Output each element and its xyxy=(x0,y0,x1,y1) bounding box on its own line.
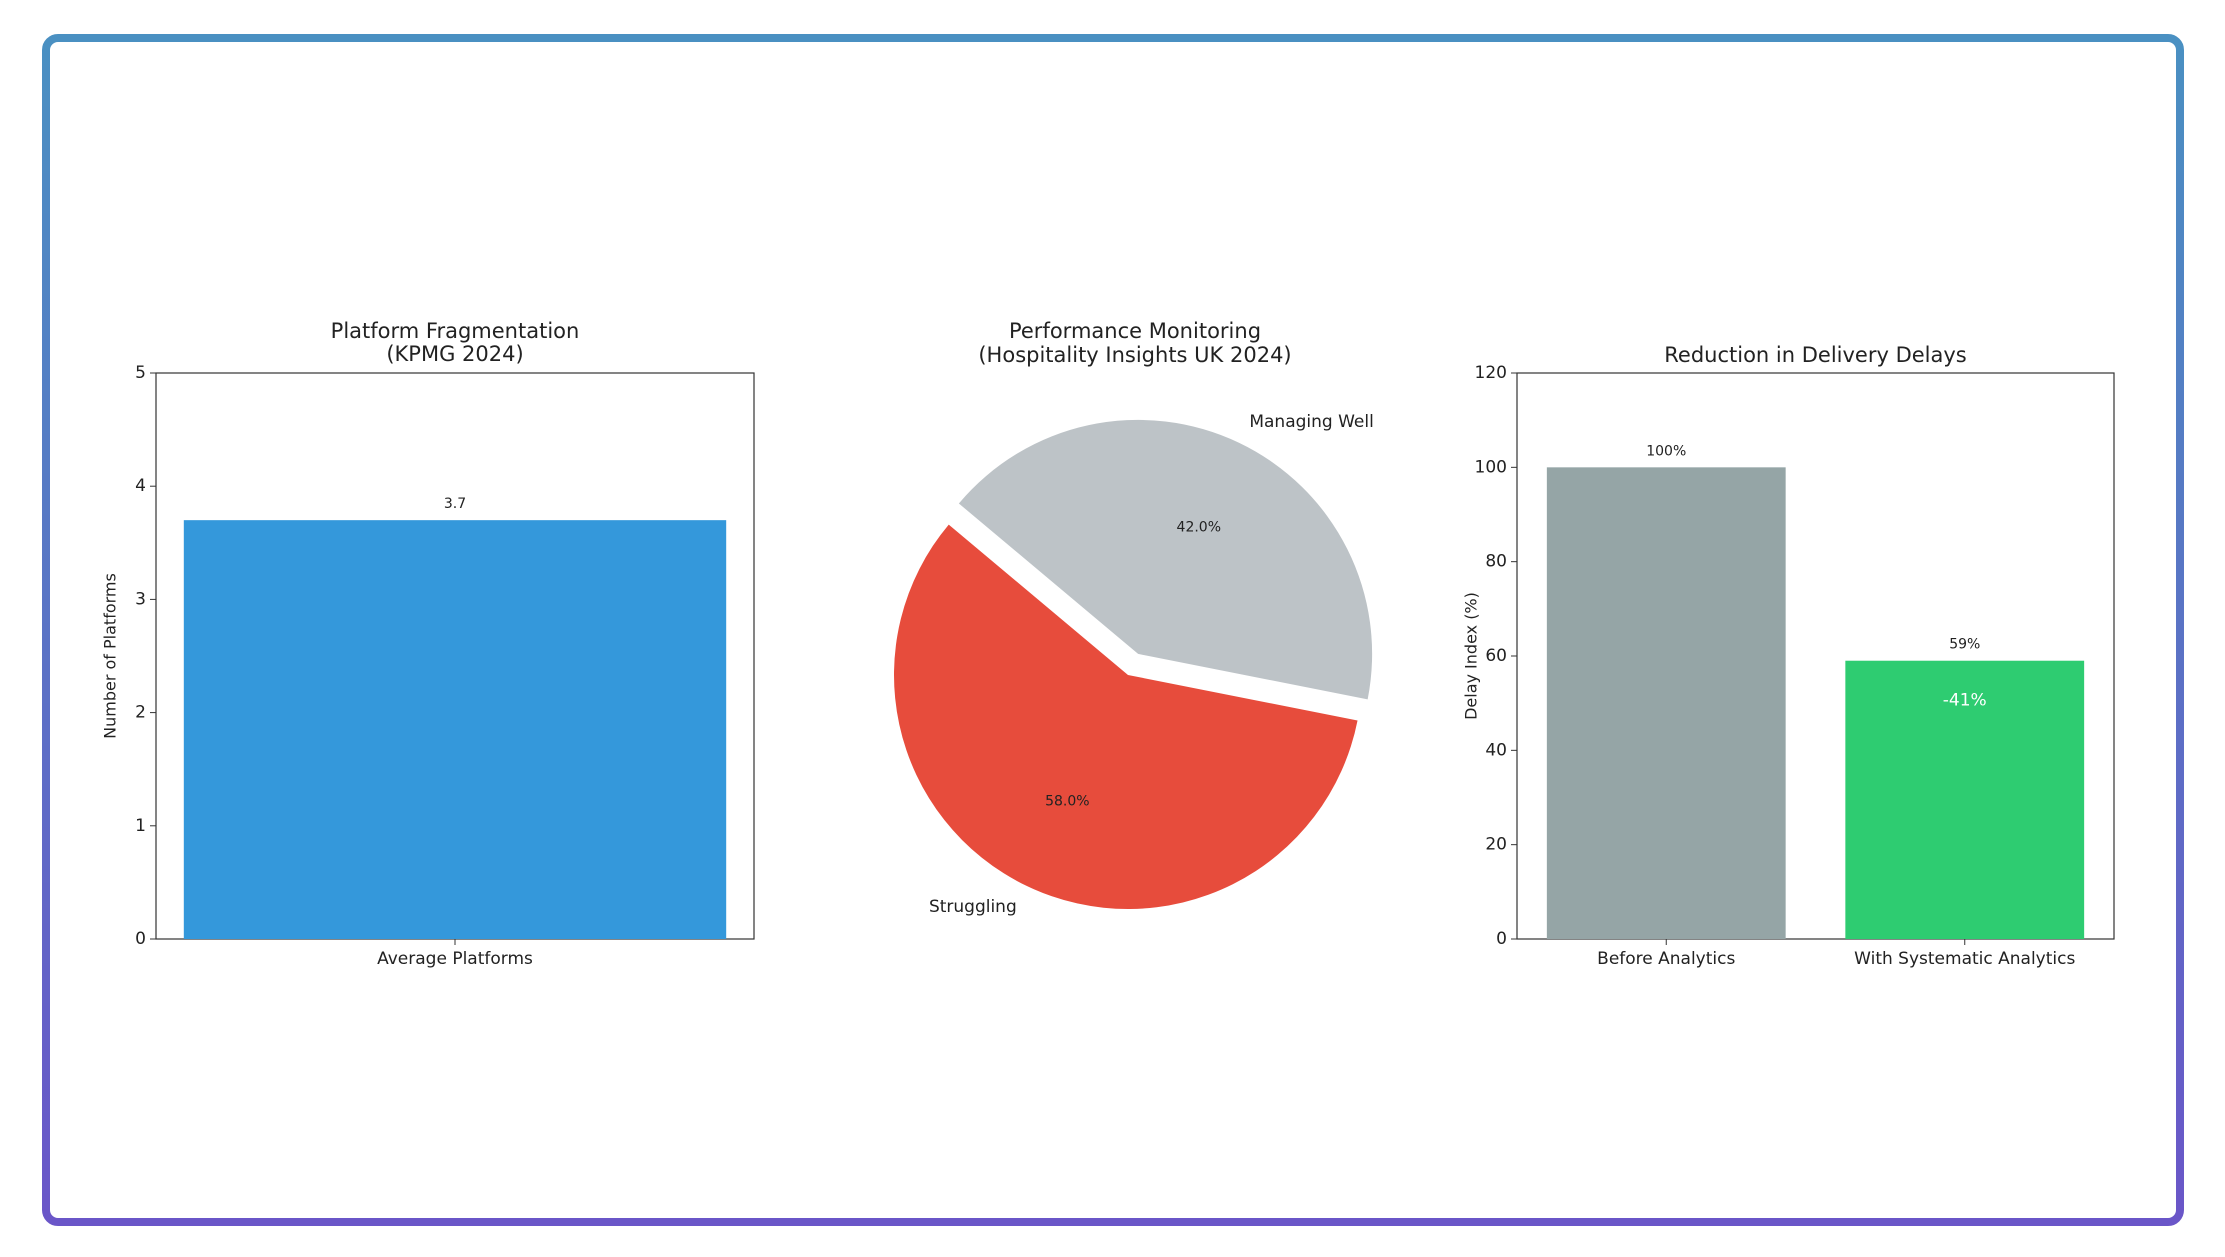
x-tick-label: With Systematic Analytics xyxy=(1854,949,2075,969)
chart-subtitle: (Hospitality Insights UK 2024) xyxy=(978,343,1291,367)
y-tick-label: 0 xyxy=(1496,929,1507,949)
y-tick-label: 3 xyxy=(135,589,146,609)
pie-slice xyxy=(893,524,1358,910)
chart-subtitle: (KPMG 2024) xyxy=(386,342,523,366)
x-tick-label: Before Analytics xyxy=(1597,949,1735,969)
y-tick-label: 2 xyxy=(135,703,146,723)
value-label: 100% xyxy=(1646,443,1686,459)
y-tick-label: 80 xyxy=(1485,552,1507,572)
annotation: -41% xyxy=(1943,691,1987,711)
bar xyxy=(1845,660,2085,939)
y-axis-label: Delay Index (%) xyxy=(1462,592,1481,720)
y-tick-label: 4 xyxy=(135,476,146,496)
chart-title: Reduction in Delivery Delays xyxy=(1664,343,1966,367)
pie-value-label: 58.0% xyxy=(1045,794,1089,810)
x-tick-label: Average Platforms xyxy=(377,949,533,969)
y-tick-label: 5 xyxy=(135,363,146,383)
pie-value-label: 42.0% xyxy=(1177,519,1221,535)
chart-title: Performance Monitoring xyxy=(1009,319,1261,343)
y-tick-label: 60 xyxy=(1485,646,1507,666)
y-tick-label: 120 xyxy=(1475,363,1507,383)
y-tick-label: 100 xyxy=(1475,457,1507,477)
bar xyxy=(1546,467,1786,939)
y-tick-label: 1 xyxy=(135,816,146,836)
y-tick-label: 0 xyxy=(135,929,146,949)
pie-label: Struggling xyxy=(929,897,1017,917)
y-tick-label: 40 xyxy=(1485,740,1507,760)
value-label: 3.7 xyxy=(444,496,466,512)
pie-label: Managing Well xyxy=(1249,412,1373,432)
value-label: 59% xyxy=(1949,637,1980,653)
y-tick-label: 20 xyxy=(1485,835,1507,855)
pie-slice xyxy=(958,419,1373,700)
chart-title: Platform Fragmentation xyxy=(331,319,580,343)
bar xyxy=(183,520,727,939)
y-axis-label: Number of Platforms xyxy=(101,573,120,739)
